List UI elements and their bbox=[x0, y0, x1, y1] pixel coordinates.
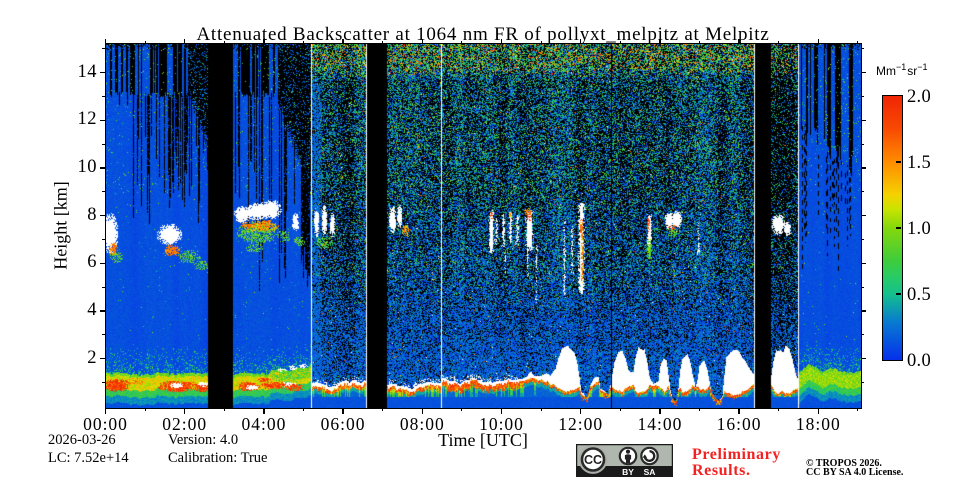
svg-text:CC: CC bbox=[584, 453, 602, 467]
svg-text:BY: BY bbox=[622, 467, 634, 477]
svg-text:SA: SA bbox=[644, 467, 656, 477]
